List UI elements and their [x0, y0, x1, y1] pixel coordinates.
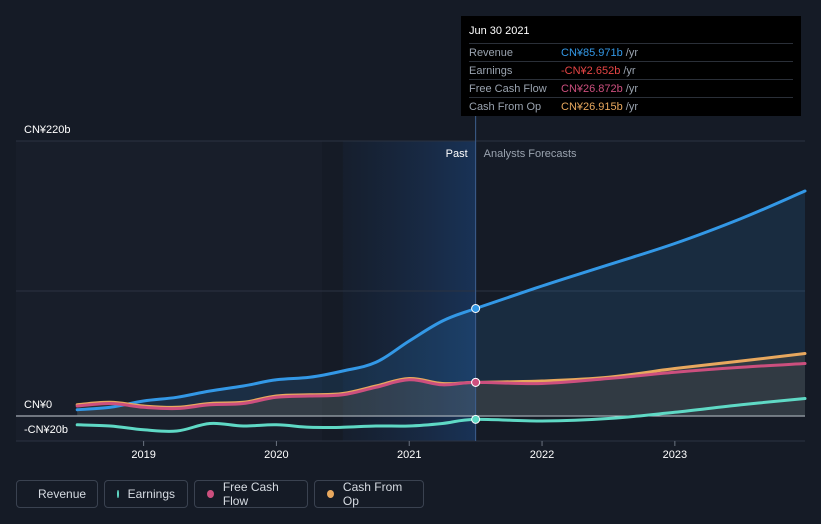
legend-item-earnings[interactable]: Earnings [104, 480, 188, 508]
tooltip: Jun 30 2021 Revenue CN¥85.971b /yr Earni… [461, 16, 801, 116]
tooltip-row-earnings: Earnings -CN¥2.652b /yr [469, 61, 793, 79]
series-marker-revenue [471, 304, 481, 313]
legend-dot-icon [207, 490, 214, 498]
legend-item-cash-from-op[interactable]: Cash From Op [314, 480, 424, 508]
x-tick-label-2019: 2019 [131, 449, 155, 461]
series-marker-free-cash-flow [471, 377, 481, 387]
tooltip-label: Free Cash Flow [469, 82, 547, 95]
tooltip-label: Revenue [469, 46, 514, 59]
y-axis-neg-label: -CN¥20b [24, 424, 68, 436]
legend-dot-icon [327, 490, 334, 498]
past-label: Past [446, 148, 468, 160]
legend: Revenue Earnings Free Cash Flow Cash Fro… [16, 480, 424, 508]
forecast-label: Analysts Forecasts [484, 148, 577, 160]
series-lines [75, 189, 807, 433]
legend-item-free-cash-flow[interactable]: Free Cash Flow [194, 480, 308, 508]
series-line-revenue [75, 189, 807, 412]
series-markers [471, 304, 481, 424]
y-axis-zero-label: CN¥0 [24, 399, 52, 411]
series-line-free-cash-flow [75, 362, 807, 411]
tooltip-row-revenue: Revenue CN¥85.971b /yr [469, 43, 793, 61]
x-tick-label-2023: 2023 [663, 449, 687, 461]
tooltip-date: Jun 30 2021 [469, 25, 530, 37]
x-tick-label-2022: 2022 [530, 449, 554, 461]
x-tick-label-2021: 2021 [397, 449, 421, 461]
tooltip-value: CN¥85.971b [561, 46, 623, 59]
tooltip-unit: /yr [625, 82, 639, 95]
legend-item-revenue[interactable]: Revenue [16, 480, 98, 508]
tooltip-value: CN¥26.915b [561, 100, 623, 113]
tooltip-value: -CN¥2.652b [561, 64, 621, 77]
tooltip-value: CN¥26.872b [561, 82, 623, 95]
series-line-earnings [75, 397, 807, 433]
legend-label: Revenue [38, 487, 87, 501]
y-axis-top-label: CN¥220b [24, 124, 70, 136]
series-fill-revenue [77, 191, 805, 416]
tooltip-label: Earnings [469, 64, 513, 77]
tooltip-unit: /yr [625, 46, 639, 59]
legend-label: Earnings [127, 487, 175, 501]
tooltip-label: Cash From Op [469, 100, 542, 113]
x-tick-label-2020: 2020 [264, 449, 288, 461]
x-axis-ticks: 2019 2020 2021 2022 2023 [131, 441, 687, 461]
tooltip-unit: /yr [625, 100, 639, 113]
tooltip-unit: /yr [623, 64, 636, 77]
legend-dot-icon [117, 490, 119, 498]
tooltip-row-free-cash-flow: Free Cash Flow CN¥26.872b /yr [469, 79, 793, 97]
series-marker-earnings [471, 414, 481, 424]
tooltip-row-cash-from-op: Cash From Op CN¥26.915b /yr [469, 97, 793, 115]
legend-label: Cash From Op [342, 480, 403, 508]
legend-label: Free Cash Flow [222, 480, 279, 508]
